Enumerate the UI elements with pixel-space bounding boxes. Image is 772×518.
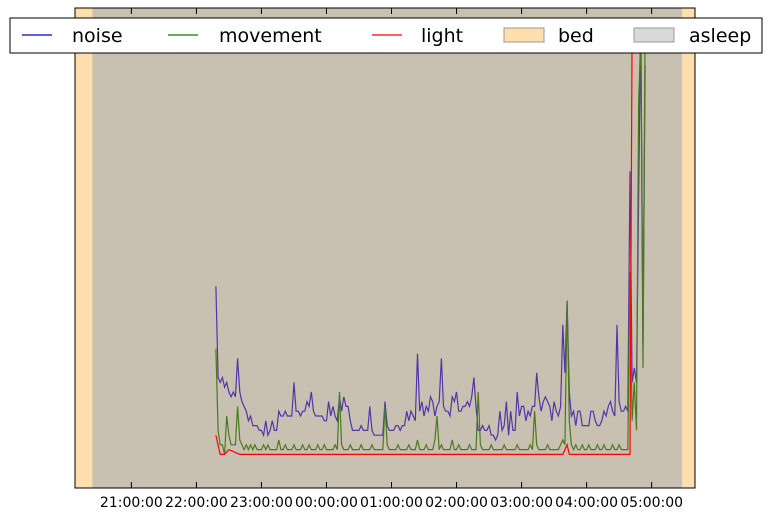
- x-tick-label: 05:00:00: [620, 495, 683, 511]
- plot-frame: [74, 7, 696, 489]
- legend-handle-asleep: [633, 27, 675, 43]
- legend: noise movement light bed asleep: [9, 17, 763, 54]
- legend-handle-bed: [503, 27, 545, 43]
- series-line-noise: [215, 17, 646, 442]
- legend-label-light: light: [421, 25, 463, 47]
- series-layer: [215, 17, 646, 455]
- span-layer: [75, 8, 695, 488]
- x-tick-label: 03:00:00: [490, 495, 553, 511]
- x-tick-label: 22:00:00: [165, 495, 228, 511]
- x-tick-label: 21:00:00: [100, 495, 163, 511]
- span-asleep: [92, 8, 682, 488]
- x-tick-label: 04:00:00: [555, 495, 618, 511]
- legend-label-bed: bed: [558, 25, 594, 47]
- legend-label-movement: movement: [219, 25, 322, 47]
- legend-label-asleep: asleep: [689, 25, 751, 47]
- x-tick-label: 00:00:00: [295, 495, 358, 511]
- x-tick-label: 23:00:00: [230, 495, 293, 511]
- legend-label-noise: noise: [72, 25, 123, 47]
- x-tick-label: 01:00:00: [360, 495, 423, 511]
- x-tick-label: 02:00:00: [425, 495, 488, 511]
- x-axis: 21:00:00 22:00:00 23:00:00 00:00:00 01:00:00…: [100, 8, 683, 511]
- series-line-light: [215, 17, 646, 455]
- series-line-movement: [215, 22, 646, 455]
